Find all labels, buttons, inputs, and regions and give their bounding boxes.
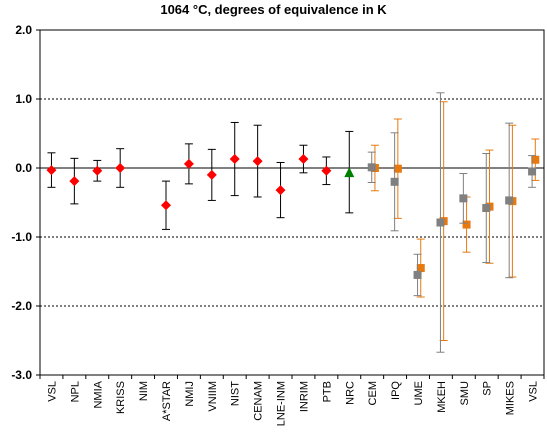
data-point [69,176,80,187]
x-tick-label: KRISS [115,381,127,414]
x-tick-label: UME [413,381,425,405]
x-tick-label: NIM [138,381,150,401]
y-tick-label: -3.0 [11,368,32,382]
data-point [531,155,540,164]
data-point [413,270,422,279]
data-point [482,204,491,213]
data-point [92,165,103,176]
data-point [229,154,240,165]
x-tick-label: VNIIM [207,381,219,412]
chart-title: 1064 °C, degrees of equivalence in K [160,2,387,17]
data-point [206,169,217,180]
x-tick-label: NRC [344,381,356,405]
data-point [505,196,514,205]
data-point [321,165,332,176]
x-tick-label: IPQ [390,381,402,400]
x-tick-label: NPL [69,381,81,402]
data-point [459,194,468,203]
data-point [367,163,376,172]
y-tick-label: 0.0 [15,161,32,175]
x-tick-label: VSL [46,381,58,402]
y-tick-label: -2.0 [11,299,32,313]
x-tick-label: NIST [230,381,242,406]
data-point [298,154,309,165]
y-tick-label: -1.0 [11,230,32,244]
x-tick-label: MIKES [505,381,517,415]
data-point [275,185,286,196]
data-point [436,218,445,227]
x-tick-label: CENAM [253,381,265,421]
x-tick-label: A*STAR [161,381,173,421]
data-point [416,264,425,273]
data-point [528,167,537,176]
x-tick-label: CEM [367,381,379,405]
x-tick-label: VSL [528,381,540,402]
data-point [393,164,402,173]
data-point [46,165,57,176]
x-tick-label: LNE-INM [276,381,288,426]
y-tick-label: 1.0 [15,92,32,106]
x-tick-label: NMIJ [184,381,196,407]
y-tick-label: 2.0 [15,23,32,37]
data-point [390,177,399,186]
x-tick-label: PTB [321,381,333,402]
data-point [183,158,194,169]
plot-frame [39,29,545,376]
data-point [252,156,263,167]
data-point [115,163,126,173]
x-tick-label: SMU [459,381,471,406]
data-point [344,167,355,178]
x-tick-label: INRIM [298,381,310,412]
x-tick-label: SP [482,381,494,396]
data-point [462,220,471,229]
x-tick-label: MKEH [436,381,448,413]
x-tick-label: NMIA [92,380,104,408]
data-point [161,200,171,211]
